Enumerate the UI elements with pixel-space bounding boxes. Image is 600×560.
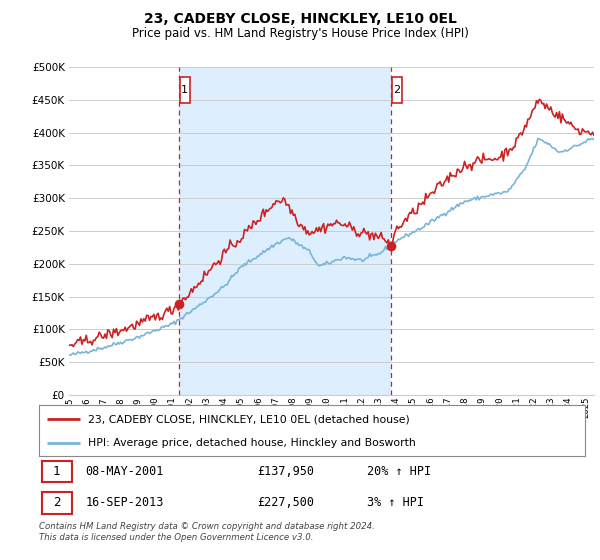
Text: 3% ↑ HPI: 3% ↑ HPI: [367, 496, 424, 510]
Text: 1: 1: [53, 465, 61, 478]
Text: 2: 2: [394, 85, 401, 95]
Text: 1: 1: [181, 85, 188, 95]
Text: 20% ↑ HPI: 20% ↑ HPI: [367, 465, 431, 478]
Text: £227,500: £227,500: [257, 496, 314, 510]
Text: This data is licensed under the Open Government Licence v3.0.: This data is licensed under the Open Gov…: [39, 533, 314, 542]
FancyBboxPatch shape: [392, 77, 402, 103]
Text: £137,950: £137,950: [257, 465, 314, 478]
Text: 16-SEP-2013: 16-SEP-2013: [85, 496, 164, 510]
Bar: [179, 67, 391, 395]
Text: 08-MAY-2001: 08-MAY-2001: [85, 465, 164, 478]
Text: 2: 2: [53, 496, 61, 510]
FancyBboxPatch shape: [42, 460, 72, 482]
Text: HPI: Average price, detached house, Hinckley and Bosworth: HPI: Average price, detached house, Hinc…: [88, 438, 416, 448]
Text: Contains HM Land Registry data © Crown copyright and database right 2024.: Contains HM Land Registry data © Crown c…: [39, 522, 375, 531]
Text: 23, CADEBY CLOSE, HINCKLEY, LE10 0EL (detached house): 23, CADEBY CLOSE, HINCKLEY, LE10 0EL (de…: [88, 414, 410, 424]
FancyBboxPatch shape: [179, 77, 190, 103]
Text: Price paid vs. HM Land Registry's House Price Index (HPI): Price paid vs. HM Land Registry's House …: [131, 27, 469, 40]
Text: 23, CADEBY CLOSE, HINCKLEY, LE10 0EL: 23, CADEBY CLOSE, HINCKLEY, LE10 0EL: [143, 12, 457, 26]
FancyBboxPatch shape: [42, 492, 72, 514]
